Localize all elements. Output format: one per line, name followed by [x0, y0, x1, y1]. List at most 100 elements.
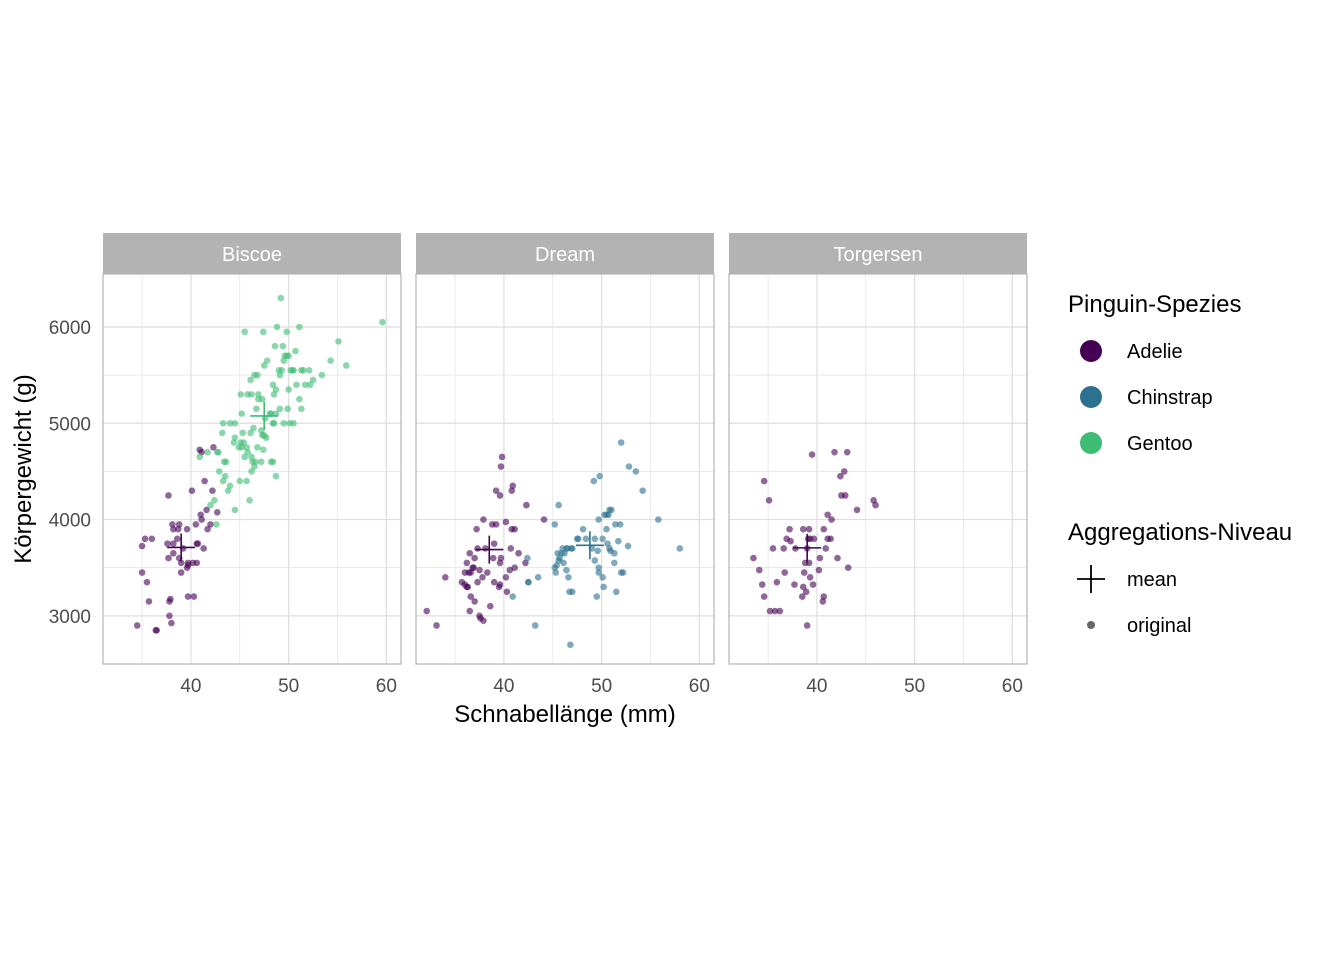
data-point-adelie	[474, 578, 481, 586]
legend-label-gentoo: Gentoo	[1127, 433, 1193, 455]
data-point-adelie	[209, 487, 216, 494]
data-point-gentoo	[298, 405, 305, 413]
x-tick-label: 40	[806, 676, 827, 697]
data-point-adelie	[766, 607, 774, 615]
data-point-adelie	[492, 487, 500, 494]
data-point-adelie	[170, 540, 177, 547]
data-point-adelie	[488, 521, 496, 528]
data-point-gentoo	[250, 424, 257, 432]
data-point-adelie	[193, 559, 201, 567]
data-point-chinstrap	[624, 542, 632, 550]
data-point-chinstrap	[525, 578, 532, 586]
data-point-gentoo	[231, 506, 239, 514]
data-point-gentoo	[285, 352, 292, 360]
data-point-gentoo	[335, 338, 342, 345]
data-point-adelie	[423, 607, 431, 615]
data-point-adelie	[133, 622, 141, 629]
data-point-gentoo	[255, 391, 262, 398]
data-point-gentoo	[299, 366, 307, 374]
panel-border	[102, 273, 402, 665]
mean-marker-chinstrap	[575, 531, 604, 560]
facet-strip	[103, 233, 401, 274]
mean-marker-adelie	[167, 533, 196, 562]
y-tick-label: 5000	[49, 414, 91, 435]
data-point-chinstrap	[560, 559, 567, 567]
data-point-adelie	[177, 559, 185, 567]
data-point-adelie	[497, 463, 505, 470]
data-point-adelie	[806, 574, 814, 581]
data-point-adelie	[184, 559, 192, 567]
data-point-gentoo	[231, 434, 239, 442]
data-point-adelie	[853, 506, 861, 514]
data-point-adelie	[471, 598, 478, 605]
x-tick-label: 50	[278, 676, 299, 697]
data-point-adelie	[540, 516, 548, 523]
data-point-adelie	[141, 535, 149, 543]
data-point-adelie	[837, 472, 844, 480]
data-point-chinstrap	[551, 521, 559, 528]
data-point-chinstrap	[555, 501, 562, 509]
data-point-adelie	[482, 545, 489, 552]
data-point-adelie	[755, 566, 763, 574]
y-tick-label: 4000	[49, 511, 91, 532]
data-point-adelie	[824, 511, 831, 519]
data-point-adelie	[523, 501, 530, 509]
data-point-adelie	[201, 477, 208, 485]
data-point-adelie	[798, 593, 806, 600]
data-point-chinstrap	[639, 487, 646, 494]
data-point-gentoo	[259, 446, 267, 454]
data-point-chinstrap	[612, 521, 619, 528]
data-points	[133, 294, 386, 634]
data-point-gentoo	[231, 419, 239, 427]
data-point-adelie	[479, 574, 486, 581]
grid-lines	[416, 274, 714, 664]
data-point-gentoo	[226, 419, 234, 427]
data-point-adelie	[776, 607, 784, 615]
data-point-chinstrap	[616, 521, 624, 528]
data-point-chinstrap	[600, 583, 607, 591]
data-point-gentoo	[221, 472, 229, 480]
data-point-chinstrap	[591, 535, 599, 543]
data-point-gentoo	[272, 472, 280, 480]
data-point-gentoo	[276, 405, 284, 413]
data-point-adelie	[507, 545, 515, 552]
x-tick-label: 60	[376, 676, 397, 697]
data-point-gentoo	[272, 386, 280, 393]
data-point-chinstrap	[655, 516, 662, 523]
data-point-gentoo	[248, 391, 255, 398]
data-point-adelie	[787, 537, 794, 545]
data-point-adelie	[471, 554, 478, 562]
data-point-gentoo	[327, 357, 334, 364]
data-point-adelie	[498, 453, 506, 461]
data-point-chinstrap	[590, 477, 598, 485]
data-point-gentoo	[280, 419, 288, 427]
data-point-gentoo	[269, 458, 277, 466]
facet-strip	[729, 233, 1027, 274]
data-point-chinstrap	[582, 535, 590, 543]
data-point-gentoo	[252, 458, 259, 466]
legend-level-title: Aggregations-Niveau	[1068, 519, 1292, 546]
data-point-adelie	[184, 593, 192, 600]
data-point-adelie	[484, 569, 491, 576]
data-point-chinstrap	[591, 557, 599, 564]
data-point-adelie	[476, 566, 483, 574]
data-point-adelie	[820, 593, 828, 600]
data-point-adelie	[165, 492, 172, 499]
data-point-gentoo	[260, 362, 268, 369]
data-point-adelie	[758, 581, 766, 588]
legend-key-gentoo	[1080, 432, 1102, 454]
data-point-adelie	[802, 588, 810, 596]
data-point-gentoo	[379, 318, 386, 326]
data-point-adelie	[167, 595, 174, 603]
legend-label-original: original	[1127, 615, 1191, 637]
data-point-gentoo	[253, 405, 260, 413]
data-point-chinstrap	[611, 559, 618, 567]
data-point-adelie	[173, 535, 181, 543]
data-point-gentoo	[284, 405, 291, 413]
data-point-chinstrap	[565, 574, 572, 581]
data-point-gentoo	[296, 323, 303, 331]
data-point-chinstrap	[617, 439, 625, 446]
data-point-adelie	[503, 588, 511, 596]
x-tick-label: 60	[689, 676, 710, 697]
